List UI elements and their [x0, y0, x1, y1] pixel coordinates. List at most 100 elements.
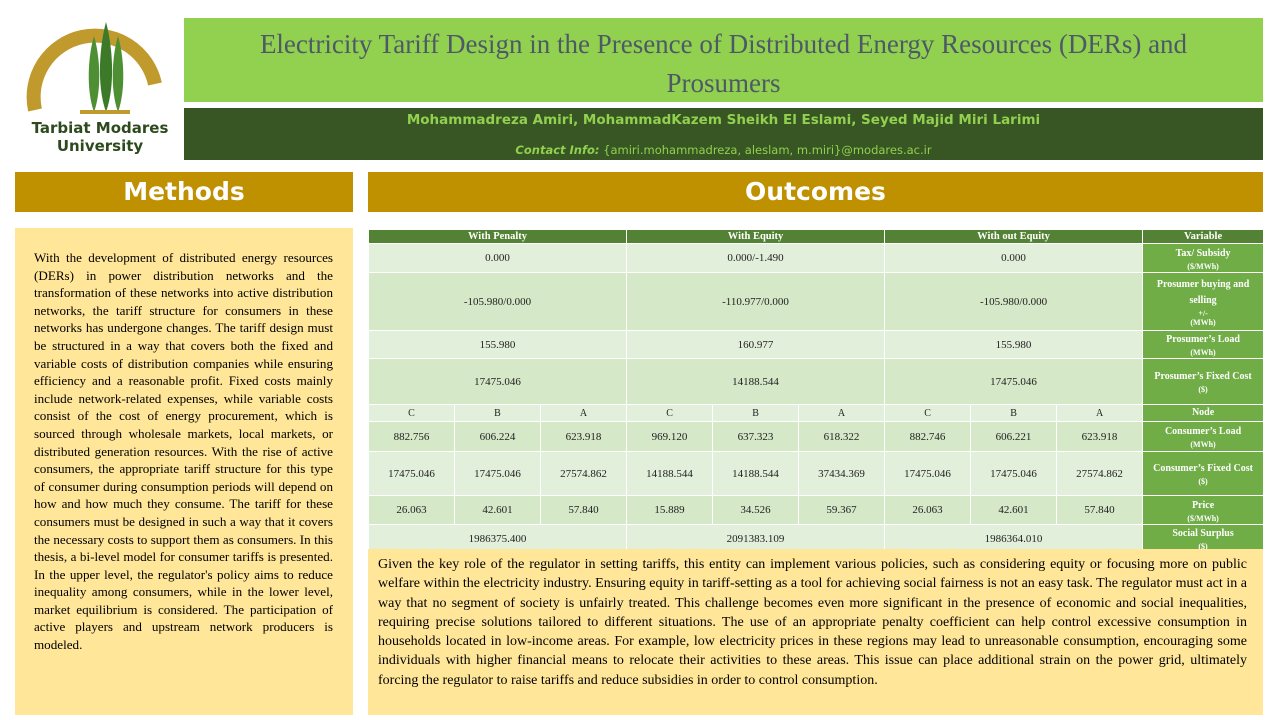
table-row: 0.000 0.000/-1.490 0.000 Tax/ Subsidy ($/MWh… [367, 243, 1265, 273]
table-cell: B [712, 404, 800, 422]
table-cell: 17475.046 [970, 451, 1058, 496]
table-cell: 1986375.400 [367, 524, 628, 553]
variable-cell: Price ($/MWh) [1142, 495, 1265, 525]
table-cell: 969.120 [626, 421, 714, 452]
variable-unit: +/- [1198, 308, 1208, 318]
authors: Mohammadreza Amiri, MohammadKazem Sheikh… [406, 112, 1041, 128]
table-cell: -105.980/0.000 [367, 272, 628, 331]
results-table-wrap: With Penalty With Equity With out Equity Va… [367, 229, 1265, 553]
variable-cell: Consumer’s Fixed Cost ($) [1142, 451, 1265, 496]
title: Electricity Tariff Design in the Presenc… [259, 29, 1188, 98]
variable-header: Variable [1142, 229, 1265, 244]
table-cell: 14188.544 [712, 451, 800, 496]
variable-unit: ($/MWh) [1187, 261, 1219, 271]
table-row: 17475.046 14188.544 17475.046 Prosumer’s Fi… [367, 358, 1265, 405]
variable-name: Consumer’s Fixed Cost [1153, 463, 1253, 474]
variable-cell: Prosumer’s Fixed Cost ($) [1142, 358, 1265, 405]
contact-label: Contact Info: [515, 143, 600, 157]
methods-body: With the development of distributed ener… [15, 228, 353, 715]
table-cell: 882.746 [884, 421, 972, 452]
table-cell: B [970, 404, 1058, 422]
table-cell: C [626, 404, 714, 422]
table-cell: 17475.046 [454, 451, 541, 496]
table-cell: -110.977/0.000 [626, 272, 886, 331]
variable-cell: Prosumer’s Load (MWh) [1142, 330, 1265, 359]
variable-name: Consumer’s Load [1164, 426, 1242, 437]
logo-tree [112, 36, 124, 112]
table-cell: 0.000/-1.490 [626, 243, 886, 273]
group-header: With Equity [626, 229, 886, 244]
table-cell: 17475.046 [368, 451, 455, 496]
table-cell: 882.756 [368, 421, 455, 452]
group-header: With out Equity [884, 229, 1144, 244]
table-cell: 42.601 [454, 495, 541, 525]
table-cell: A [539, 404, 628, 422]
table-row: 17475.046 17475.046 27574.862 14188.544 1418… [368, 451, 1265, 496]
table-cell: 14188.544 [626, 358, 886, 405]
variable-name: Node [1191, 407, 1215, 418]
results-table: With Penalty With Equity With out Equity Va… [367, 229, 1265, 553]
table-cell: 34.526 [712, 495, 800, 525]
table-row: C B A C B A C B A Node [368, 404, 1265, 422]
table-cell: 0.000 [884, 243, 1144, 273]
table-cell: 27574.862 [1056, 451, 1144, 496]
variable-cell: Consumer’s Load (MWh) [1142, 421, 1265, 452]
variable-cell: Node [1142, 404, 1265, 422]
logo-tree [88, 36, 100, 112]
variable-cell: Tax/ Subsidy ($/MWh) [1142, 243, 1265, 273]
variable-name: Tax/ Subsidy [1175, 247, 1231, 259]
table-cell: 37434.369 [798, 451, 886, 496]
variable-unit: ($) [1198, 477, 1208, 486]
table-cell: 606.224 [454, 421, 541, 452]
header-row: With Penalty With Equity With out Equity Va… [367, 229, 1265, 244]
variable-unit: ($) [1198, 542, 1208, 551]
variable-name: Prosumer’s Load [1166, 334, 1240, 345]
table-cell: 155.980 [884, 330, 1144, 359]
table-row: -105.980/0.000 -110.977/0.000 -105.980/0.0… [367, 272, 1265, 331]
variable-name: Prosumer’s Fixed Cost [1154, 371, 1252, 382]
logo-text: Tarbiat Modares [32, 119, 169, 137]
variable-name: Price [1191, 499, 1215, 511]
variable-unit: ($/MWh) [1187, 513, 1219, 523]
title-bar: Electricity Tariff Design in the Presenc… [184, 18, 1263, 102]
variable-cell: Social Surplus ($) [1142, 524, 1265, 553]
contact: Contact Info: {amiri.mohammadreza, alesl… [184, 143, 1263, 157]
table-cell: 59.367 [798, 495, 886, 525]
variable-unit: (MWh) [1190, 440, 1216, 449]
table-cell: 26.063 [884, 495, 972, 525]
table-cell: 623.918 [539, 421, 628, 452]
variable-unit: ($) [1198, 385, 1208, 394]
table-cell: 0.000 [367, 243, 628, 273]
table-row: 882.756 606.224 623.918 969.120 637.323 618.3… [368, 421, 1265, 452]
table-cell: 17475.046 [884, 451, 972, 496]
outcomes-summary: Given the key role of the regulator in s… [368, 549, 1263, 715]
table-row: 155.980 160.977 155.980 Prosumer’s Load (MWh… [367, 330, 1265, 359]
table-cell: 14188.544 [626, 451, 714, 496]
table-cell: A [1056, 404, 1144, 422]
logo-arc [26, 28, 162, 112]
university-logo: Tarbiat Modares University [26, 22, 169, 155]
table-cell: -105.980/0.000 [884, 272, 1144, 331]
table-cell: 57.840 [539, 495, 628, 525]
table-cell: 160.977 [626, 330, 886, 359]
variable-unit: (MWh) [1190, 317, 1216, 327]
variable-name: Prosumer buying and selling [1156, 278, 1250, 306]
table-cell: 15.889 [626, 495, 714, 525]
variable-cell: Prosumer buying and selling +/- (MWh) [1142, 272, 1265, 331]
table-row: 26.063 42.601 57.840 15.889 34.526 59.367 26.0… [368, 495, 1265, 525]
table-cell: C [368, 404, 455, 422]
logo-text: University [57, 137, 144, 155]
table-cell: 623.918 [1056, 421, 1144, 452]
table-cell: 155.980 [367, 330, 628, 359]
outcomes-heading: Outcomes [368, 172, 1263, 212]
table-cell: 27574.862 [539, 451, 628, 496]
logo-base [80, 110, 130, 114]
table-cell: 57.840 [1056, 495, 1144, 525]
contact-emails: {amiri.mohammadreza, aleslam, m.miri}@mo… [603, 143, 932, 157]
table-cell: 42.601 [970, 495, 1058, 525]
table-cell: 618.322 [798, 421, 886, 452]
table-cell: A [798, 404, 886, 422]
variable-unit: (MWh) [1190, 348, 1216, 357]
table-cell: 17475.046 [367, 358, 628, 405]
